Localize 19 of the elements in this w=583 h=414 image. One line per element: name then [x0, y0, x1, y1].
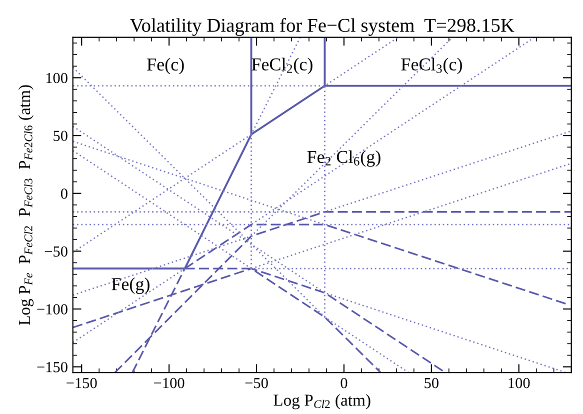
x-axis-title: Log P$_{Cl2}$ (atm) — [274, 394, 370, 410]
x-tick-label: 50 — [424, 378, 438, 388]
y-tick-label: −50 — [44, 246, 68, 257]
y-tick-label: −150 — [37, 362, 68, 372]
chart-title: Volatility Diagram for Fe−Cl system T=298.15K — [130, 18, 514, 36]
x-tick-label: −150 — [66, 378, 97, 388]
y-tick-label: 0 — [60, 188, 68, 199]
y-tick-label: −100 — [37, 304, 68, 314]
y-tick-label: 50 — [54, 130, 68, 141]
annotation: Fe(c) — [147, 58, 184, 74]
x-tick-label: 100 — [508, 378, 530, 388]
y-tick-label: 100 — [46, 72, 68, 84]
x-tick-label: −50 — [245, 378, 268, 388]
annotation: Fe$_{2}$ Cl$_{6}$(g) — [307, 150, 380, 167]
annotation: FeCl$_{3}$(c) — [401, 58, 462, 74]
text: Log P$_{Fe}$ P$_{FeCl2}$ P$_{FeCl3}$ P$_{Fe2Cl6}$ (atm) — [18, 85, 34, 326]
x-tick-label: −100 — [154, 378, 184, 388]
x-tick-label: 0 — [340, 378, 348, 388]
annotation: Fe(g) — [112, 278, 150, 294]
